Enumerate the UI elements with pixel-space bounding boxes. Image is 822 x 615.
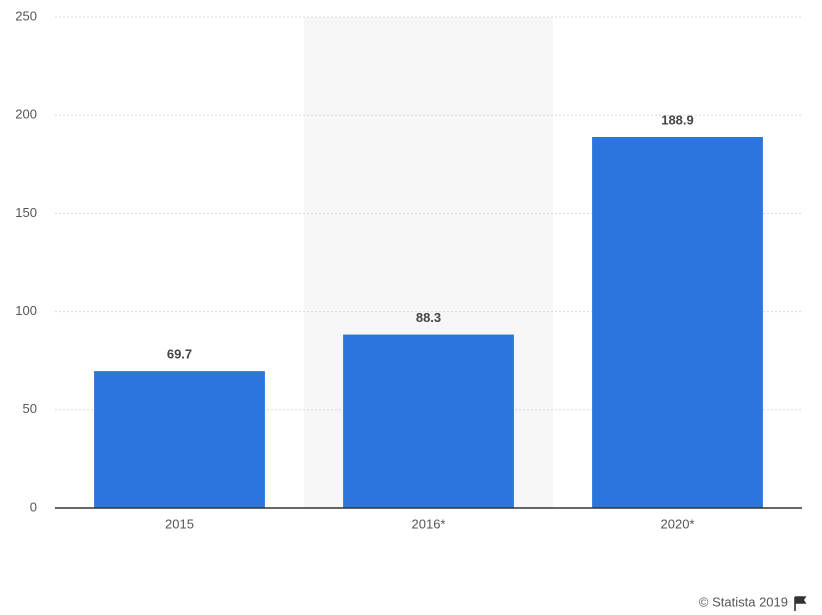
- bar: [592, 137, 763, 508]
- value-label: 188.9: [661, 112, 694, 127]
- bar: [343, 334, 514, 508]
- source-credit: © Statista 2019: [699, 594, 788, 609]
- y-tick-label: 200: [15, 107, 37, 122]
- y-tick-label: 0: [30, 499, 37, 514]
- x-tick-label: 2015: [165, 516, 194, 531]
- y-tick-label: 100: [15, 303, 37, 318]
- flag-icon[interactable]: [794, 596, 807, 611]
- x-tick-label: 2020*: [661, 516, 695, 531]
- y-tick-label: 250: [15, 8, 37, 23]
- y-tick-label: 150: [15, 205, 37, 220]
- x-tick-label: 2016*: [412, 516, 446, 531]
- value-label: 88.3: [416, 310, 441, 325]
- y-tick-label: 50: [23, 401, 37, 416]
- value-label: 69.7: [167, 347, 192, 362]
- bar: [94, 371, 265, 508]
